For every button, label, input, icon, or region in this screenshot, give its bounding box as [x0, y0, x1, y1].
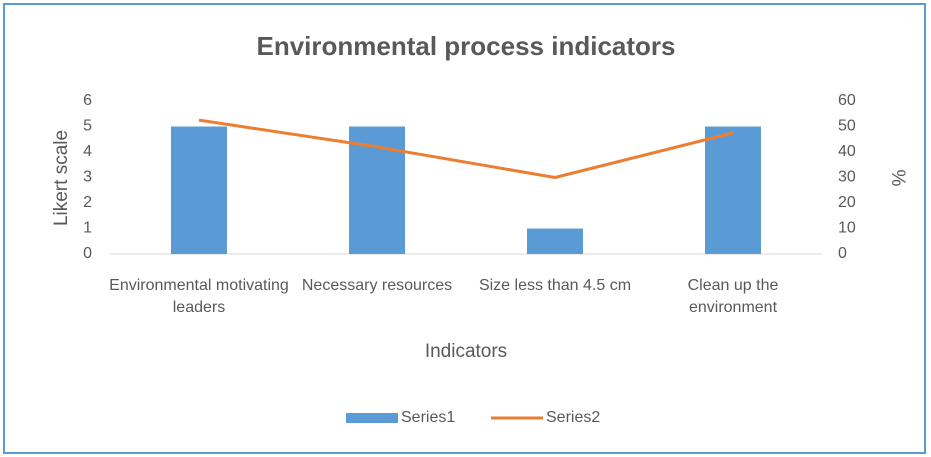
legend-label: Series1 [401, 409, 455, 426]
y2-tick-label: 0 [838, 245, 847, 262]
y-tick-label: 4 [83, 143, 92, 160]
bar [705, 126, 761, 254]
y2-tick-label: 40 [838, 143, 856, 160]
bar [171, 126, 227, 254]
y-tick-label: 0 [83, 245, 92, 262]
y-tick-label: 2 [83, 194, 92, 211]
y2-tick-label: 10 [838, 220, 856, 237]
y2-axis-label: % [887, 170, 908, 187]
y2-tick-label: 50 [838, 118, 856, 135]
frame [3, 3, 926, 454]
y-axis-label: Likert scale [51, 130, 72, 226]
y-tick-label: 1 [83, 220, 92, 237]
bar [527, 228, 583, 254]
y-tick-label: 3 [83, 169, 92, 186]
y2-tick-label: 60 [838, 92, 856, 109]
legend-label: Series2 [546, 409, 600, 426]
x-tick-label: Environmental motivating leaders [109, 277, 289, 316]
x-tick-label: Clean up the environment [687, 277, 779, 316]
line [198, 118, 734, 179]
chart-title: Environmental process indicators [256, 31, 675, 61]
x-tick-label: Size less than 4.5 cm [478, 277, 632, 294]
y2-tick-label: 30 [838, 169, 856, 186]
y2-tick-label: 20 [838, 194, 856, 211]
x-axis-label: Indicators [425, 341, 507, 362]
legend-swatch [346, 413, 398, 423]
y-tick-label: 5 [83, 118, 92, 135]
x-tick-label: Necessary resources [301, 277, 453, 294]
y-tick-label: 6 [83, 92, 92, 109]
